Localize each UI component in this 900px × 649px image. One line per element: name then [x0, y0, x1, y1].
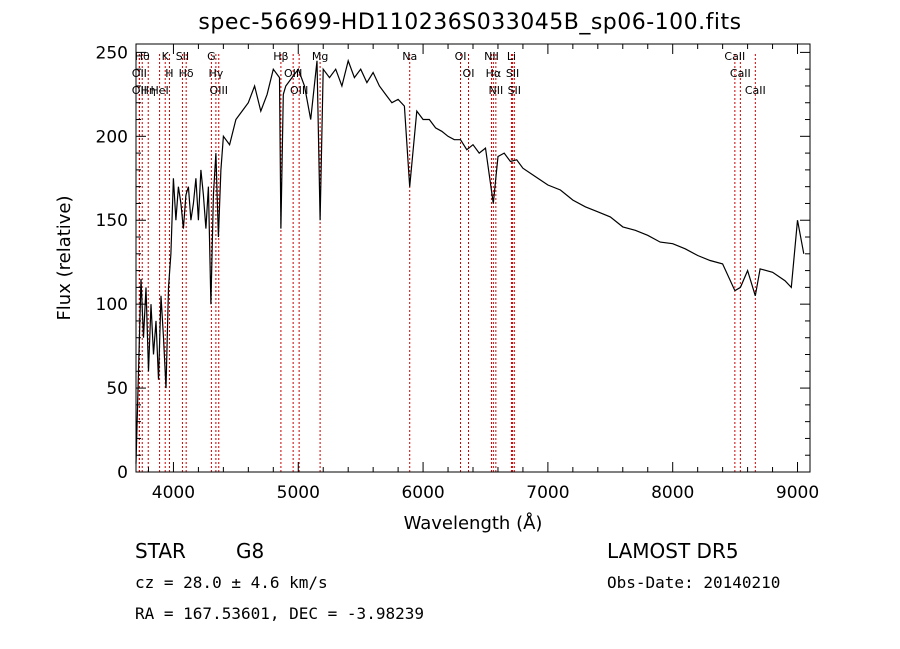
line-label-9: G: [207, 50, 216, 63]
ra-dec-coordinates: RA = 167.53601, DEC = -3.98239: [135, 604, 424, 623]
line-label-6: H: [165, 67, 173, 80]
y-tick-label-2: 100: [96, 295, 128, 315]
redshift-cz: cz = 28.0 ± 4.6 km/s: [135, 573, 328, 592]
y-tick-label-0: 0: [117, 463, 128, 483]
line-label-22: Li: [507, 50, 516, 63]
plot-frame: [135, 43, 811, 473]
y-tick-label-3: 150: [96, 211, 128, 231]
line-label-15: Mg: [312, 50, 328, 63]
x-tick-label-5: 9000: [776, 483, 819, 503]
y-axis: 0 50 100 150 200 250: [96, 43, 810, 483]
line-label-20: Hα: [486, 67, 502, 80]
x-tick-label-4: 8000: [651, 483, 694, 503]
line-label-10: Hγ: [208, 67, 223, 80]
line-label-11: OIII: [210, 84, 228, 97]
line-label-24: SII: [508, 84, 521, 97]
line-label-17: OI: [455, 50, 467, 63]
object-type: STAR: [135, 539, 186, 563]
x-tick-label-3: 7000: [526, 483, 569, 503]
x-tick-label-0: 4000: [152, 483, 195, 503]
line-label-23: SII: [506, 67, 519, 80]
spectral-line-markers: [138, 54, 756, 472]
line-label-27: CaII: [745, 84, 766, 97]
y-tick-label-4: 200: [96, 127, 128, 147]
line-label-14: OIII: [290, 84, 308, 97]
spectrum-series: [135, 58, 805, 464]
line-label-18: OI: [463, 67, 475, 80]
line-label-21: NII: [488, 84, 503, 97]
line-label-19: NII: [484, 50, 499, 63]
line-label-4: HeI: [150, 84, 168, 97]
line-label-7: SII: [176, 50, 189, 63]
observation-date: Obs-Date: 20140210: [607, 573, 781, 592]
line-label-16: Na: [402, 50, 417, 63]
line-label-25: CaII: [724, 50, 745, 63]
object-class: G8: [236, 539, 265, 563]
line-label-12: Hβ: [273, 50, 288, 63]
chart-title: spec-56699-HD110236S033045B_sp06-100.fit…: [198, 10, 742, 35]
x-axis: 4000 5000 6000 7000 8000 9000: [147, 44, 819, 503]
line-label-26: CaII: [730, 67, 751, 80]
line-label-8: Hδ: [179, 67, 194, 80]
y-tick-label-5: 250: [96, 43, 128, 63]
survey-name: LAMOST DR5: [607, 539, 739, 563]
line-label-3: Hη: [141, 84, 156, 97]
line-label-5: K: [162, 50, 170, 63]
x-tick-label-2: 6000: [401, 483, 444, 503]
line-label-0: Hθ: [135, 50, 150, 63]
x-axis-label: Wavelength (Å): [404, 512, 543, 534]
x-tick-label-1: 5000: [277, 483, 320, 503]
y-axis-label: Flux (relative): [54, 195, 75, 320]
y-tick-label-1: 50: [106, 379, 128, 399]
